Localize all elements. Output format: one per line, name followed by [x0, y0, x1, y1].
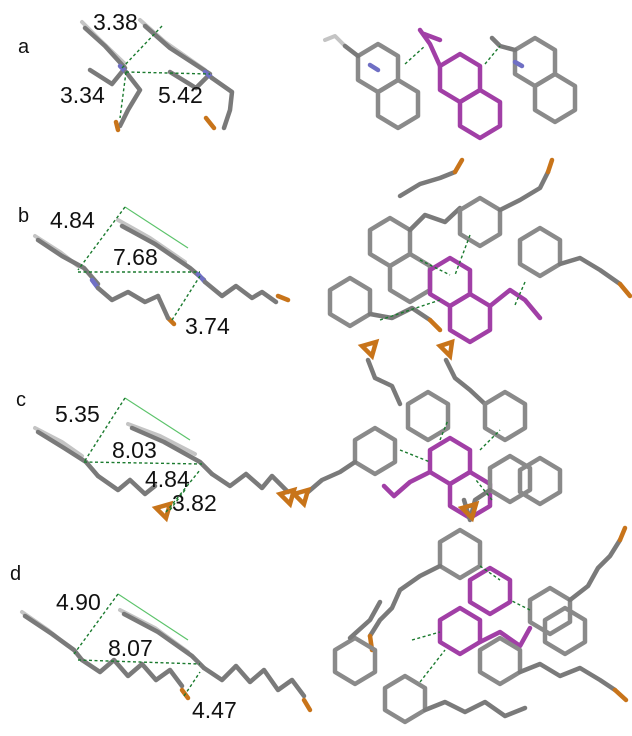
distance-label: 8.07 — [108, 635, 153, 661]
panel-a-dimer-model — [80, 18, 235, 133]
distance-label: 4.90 — [56, 589, 101, 615]
distance-label: 4.47 — [192, 697, 237, 723]
panel-label-b: b — [18, 205, 29, 227]
panel-c: c 5.35 8.03 4.84 3.82 — [16, 338, 563, 523]
distance-label: 5.42 — [158, 82, 203, 108]
distance-label: 3.74 — [185, 313, 230, 339]
panel-label-d: d — [10, 563, 21, 585]
panel-c-dimer-model — [33, 397, 298, 523]
distance-label: 8.03 — [112, 437, 157, 463]
panel-a-packing-view — [323, 27, 578, 141]
panel-d-dimer-model — [20, 593, 313, 713]
panel-d-packing-view — [332, 525, 629, 725]
panel-c-packing-view — [289, 338, 563, 523]
panel-label-c: c — [16, 389, 26, 411]
panel-b: b 4.84 7.68 3.74 — [18, 157, 632, 345]
panel-label-a: a — [18, 36, 30, 58]
panel-d: d 4.90 8.07 4.47 — [10, 525, 629, 725]
panel-b-packing-view — [327, 157, 632, 345]
distance-label: 3.38 — [93, 9, 138, 35]
distance-label: 3.34 — [60, 82, 105, 108]
panel-a: a 3.38 3.34 5.42 — [18, 9, 578, 141]
panel-b-dimer-model — [33, 206, 291, 327]
distance-label: 7.68 — [113, 244, 158, 270]
distance-label: 3.82 — [172, 490, 217, 516]
distance-label: 5.35 — [55, 401, 100, 427]
distance-label: 4.84 — [50, 207, 95, 233]
distance-label: 4.84 — [145, 466, 190, 492]
